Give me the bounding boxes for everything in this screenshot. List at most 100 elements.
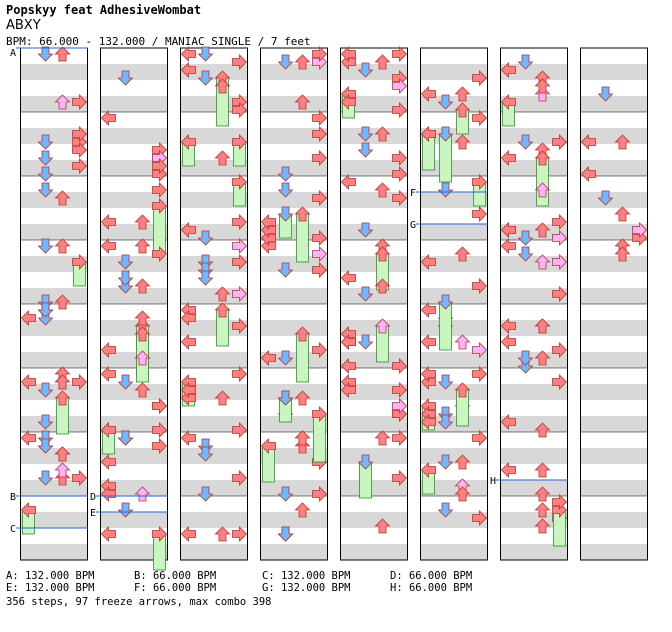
step-arrow bbox=[517, 350, 534, 366]
step-arrow bbox=[312, 342, 328, 358]
step-arrow bbox=[54, 390, 71, 406]
step-arrow bbox=[180, 430, 196, 446]
step-arrow bbox=[517, 134, 534, 150]
beat-stripe bbox=[260, 480, 328, 496]
step-arrow bbox=[72, 374, 88, 390]
beat-stripe bbox=[180, 192, 248, 208]
step-arrow bbox=[392, 470, 408, 486]
step-arrow bbox=[134, 382, 151, 398]
beat-stripe bbox=[420, 512, 488, 528]
step-arrow bbox=[500, 414, 516, 430]
step-arrow bbox=[420, 414, 436, 430]
step-arrow bbox=[437, 502, 454, 518]
step-arrow bbox=[214, 526, 231, 542]
step-arrow bbox=[134, 278, 151, 294]
beat-stripe bbox=[420, 320, 488, 336]
step-arrow bbox=[552, 374, 568, 390]
step-arrow bbox=[552, 214, 568, 230]
step-arrow bbox=[500, 318, 516, 334]
bpm-marker-label: F bbox=[410, 188, 416, 199]
beat-stripe bbox=[500, 160, 568, 176]
step-arrow bbox=[134, 238, 151, 254]
bpm-marker-label: E bbox=[90, 508, 96, 519]
beat-stripe bbox=[260, 192, 328, 208]
step-arrow bbox=[277, 486, 294, 502]
beat-stripe bbox=[420, 352, 488, 368]
beat-stripe bbox=[420, 96, 488, 112]
step-arrow bbox=[374, 182, 391, 198]
beat-stripe bbox=[580, 64, 648, 80]
step-arrow bbox=[37, 302, 54, 318]
step-arrow bbox=[72, 126, 88, 142]
step-arrow bbox=[472, 430, 488, 446]
step-arrow bbox=[340, 46, 356, 62]
bpm-marker-label: H bbox=[490, 476, 496, 487]
beat-stripe bbox=[340, 224, 408, 240]
step-arrow bbox=[500, 334, 516, 350]
beat-stripe bbox=[340, 480, 408, 496]
chart-info: BPM: 66.000 - 132.000 / MANIAC SINGLE / … bbox=[6, 35, 311, 48]
column-border bbox=[100, 47, 168, 561]
beat-stripe bbox=[420, 416, 488, 432]
step-arrow bbox=[534, 486, 551, 502]
beat-stripe bbox=[100, 544, 168, 560]
step-arrow bbox=[37, 182, 54, 198]
bpm-marker-label: C bbox=[10, 524, 16, 535]
step-arrow bbox=[152, 182, 168, 198]
step-arrow bbox=[54, 294, 71, 310]
beat-stripe bbox=[260, 128, 328, 144]
step-arrow bbox=[134, 214, 151, 230]
beat-stripe bbox=[180, 512, 248, 528]
step-arrow bbox=[454, 134, 471, 150]
step-arrow bbox=[357, 454, 374, 470]
step-arrow bbox=[277, 206, 294, 222]
beat-stripe bbox=[420, 384, 488, 400]
step-arrow bbox=[312, 486, 328, 502]
step-arrow bbox=[37, 438, 54, 454]
step-arrow bbox=[420, 126, 436, 142]
step-arrow bbox=[374, 278, 391, 294]
beat-stripe bbox=[580, 320, 648, 336]
beat-stripe bbox=[20, 480, 88, 496]
beat-stripe bbox=[100, 64, 168, 80]
step-arrow bbox=[597, 190, 614, 206]
beat-stripe bbox=[340, 544, 408, 560]
step-arrow bbox=[312, 150, 328, 166]
beat-stripe bbox=[500, 256, 568, 272]
beat-stripe bbox=[580, 192, 648, 208]
step-arrow bbox=[54, 238, 71, 254]
step-arrow bbox=[312, 46, 328, 62]
step-arrow bbox=[134, 310, 151, 326]
step-arrow bbox=[632, 222, 648, 238]
step-arrow bbox=[134, 486, 151, 502]
beat-stripe bbox=[100, 128, 168, 144]
beat-stripe bbox=[260, 256, 328, 272]
step-arrow bbox=[392, 382, 408, 398]
step-arrow bbox=[232, 54, 248, 70]
step-arrow bbox=[534, 350, 551, 366]
step-arrow bbox=[232, 174, 248, 190]
beat-stripe bbox=[340, 320, 408, 336]
bpm-marker-label: B bbox=[10, 492, 16, 503]
step-arrow bbox=[374, 246, 391, 262]
column-border bbox=[420, 47, 488, 561]
beat-stripe bbox=[580, 544, 648, 560]
step-arrow bbox=[552, 254, 568, 270]
beat-stripe bbox=[180, 128, 248, 144]
beat-stripe bbox=[500, 352, 568, 368]
beat-stripe bbox=[20, 448, 88, 464]
beat-stripe bbox=[340, 448, 408, 464]
beat-stripe bbox=[260, 288, 328, 304]
beat-stripe bbox=[340, 96, 408, 112]
step-arrow bbox=[374, 318, 391, 334]
step-arrow bbox=[152, 398, 168, 414]
step-arrow bbox=[37, 46, 54, 62]
step-arrow bbox=[580, 166, 596, 182]
step-arrow bbox=[277, 182, 294, 198]
step-arrow bbox=[392, 78, 408, 94]
step-arrow bbox=[534, 150, 551, 166]
beat-stripe bbox=[580, 512, 648, 528]
step-arrow bbox=[117, 374, 134, 390]
step-arrow bbox=[100, 110, 116, 126]
beat-stripe bbox=[180, 352, 248, 368]
